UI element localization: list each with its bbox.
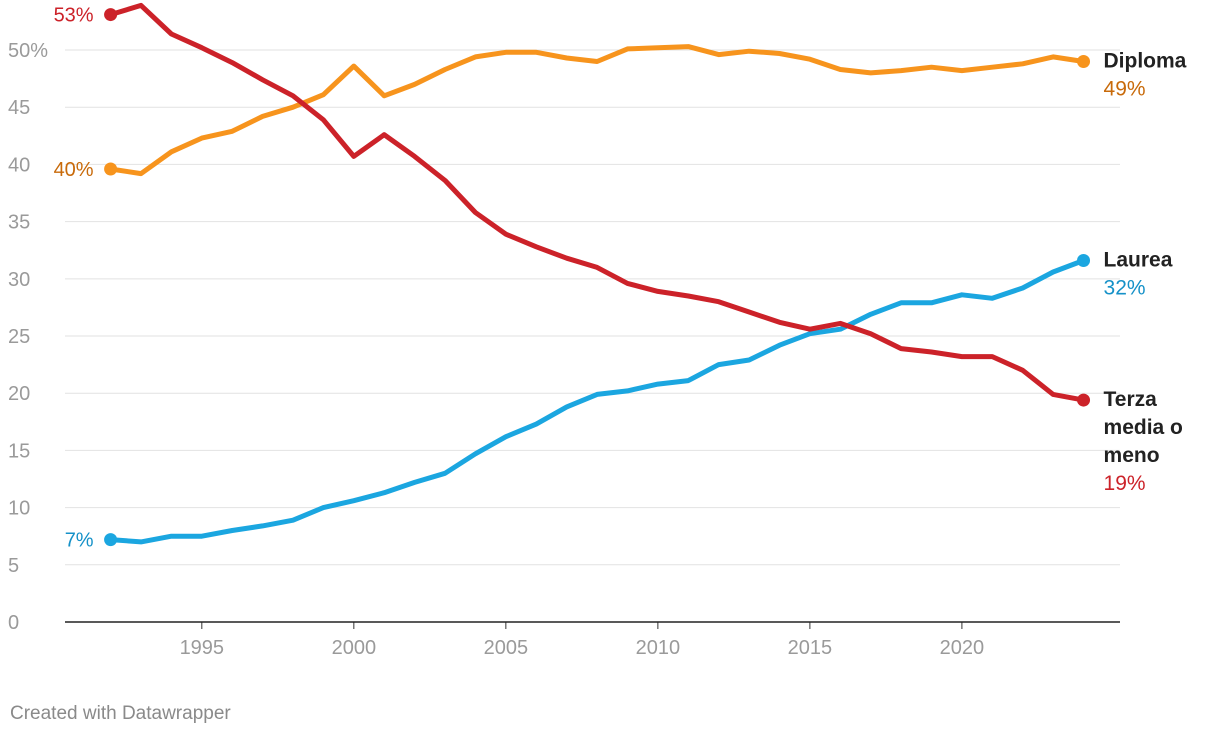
series-lines: [104, 2, 1091, 547]
end-value-label-laurea: 32%: [1104, 277, 1146, 300]
x-tick-label: 2015: [788, 637, 833, 659]
end-name-label-line: Terza: [1104, 388, 1158, 411]
gridlines: [65, 49, 1120, 566]
series-labels: 40% Diploma 49% 7% Laurea 32% 53% Terza media o m…: [54, 5, 1187, 552]
start-value-label-laurea: 7%: [65, 530, 94, 552]
y-tick-label: 5: [8, 555, 19, 577]
end-value-label-diploma: 49%: [1104, 77, 1146, 100]
y-tick-label: 25: [8, 326, 30, 348]
y-tick-label: 30: [8, 269, 30, 291]
x-tick-label: 2010: [636, 637, 681, 659]
series-start-point-terza-media-o-meno: [104, 8, 118, 22]
start-value-label-diploma: 40%: [54, 159, 94, 181]
end-name-label-diploma: Diploma: [1104, 49, 1187, 72]
y-tick-label: 0: [8, 612, 19, 634]
x-tick-label: 2005: [484, 637, 529, 659]
y-tick-label: 15: [8, 440, 30, 462]
y-axis-ticks: 0 5 10 15 20 25 30 35 40 45 50%: [8, 40, 48, 634]
series-line-diploma: [108, 44, 1086, 177]
x-axis-ticks: 1995 2000 2005 2010 2015 2020: [180, 622, 985, 659]
series-end-point-terza-media-o-meno: [1077, 393, 1091, 407]
end-name-label-line: meno: [1104, 444, 1160, 467]
series-start-point-laurea: [104, 533, 118, 547]
datawrapper-credit[interactable]: Created with Datawrapper: [10, 703, 231, 724]
x-tick-label: 2000: [332, 637, 377, 659]
end-name-label-line: media o: [1104, 416, 1183, 439]
end-value-label-terza-media-o-meno: 19%: [1104, 472, 1146, 495]
series-start-point-diploma: [104, 162, 118, 176]
y-tick-label: 10: [8, 498, 30, 520]
x-tick-label: 1995: [180, 637, 225, 659]
y-tick-label: 20: [8, 383, 30, 405]
y-tick-label: 35: [8, 212, 30, 234]
y-tick-label: 45: [8, 97, 30, 119]
y-tick-label: 50%: [8, 40, 48, 62]
series-end-point-laurea: [1077, 254, 1091, 268]
end-name-label-laurea: Laurea: [1104, 249, 1173, 272]
start-value-label-terza-media-o-meno: 53%: [54, 5, 94, 27]
series-line-terza-media-o-meno: [108, 2, 1086, 403]
y-tick-label: 40: [8, 154, 30, 176]
series-end-point-diploma: [1077, 54, 1091, 68]
series-line-laurea: [108, 258, 1086, 545]
x-tick-label: 2020: [940, 637, 985, 659]
